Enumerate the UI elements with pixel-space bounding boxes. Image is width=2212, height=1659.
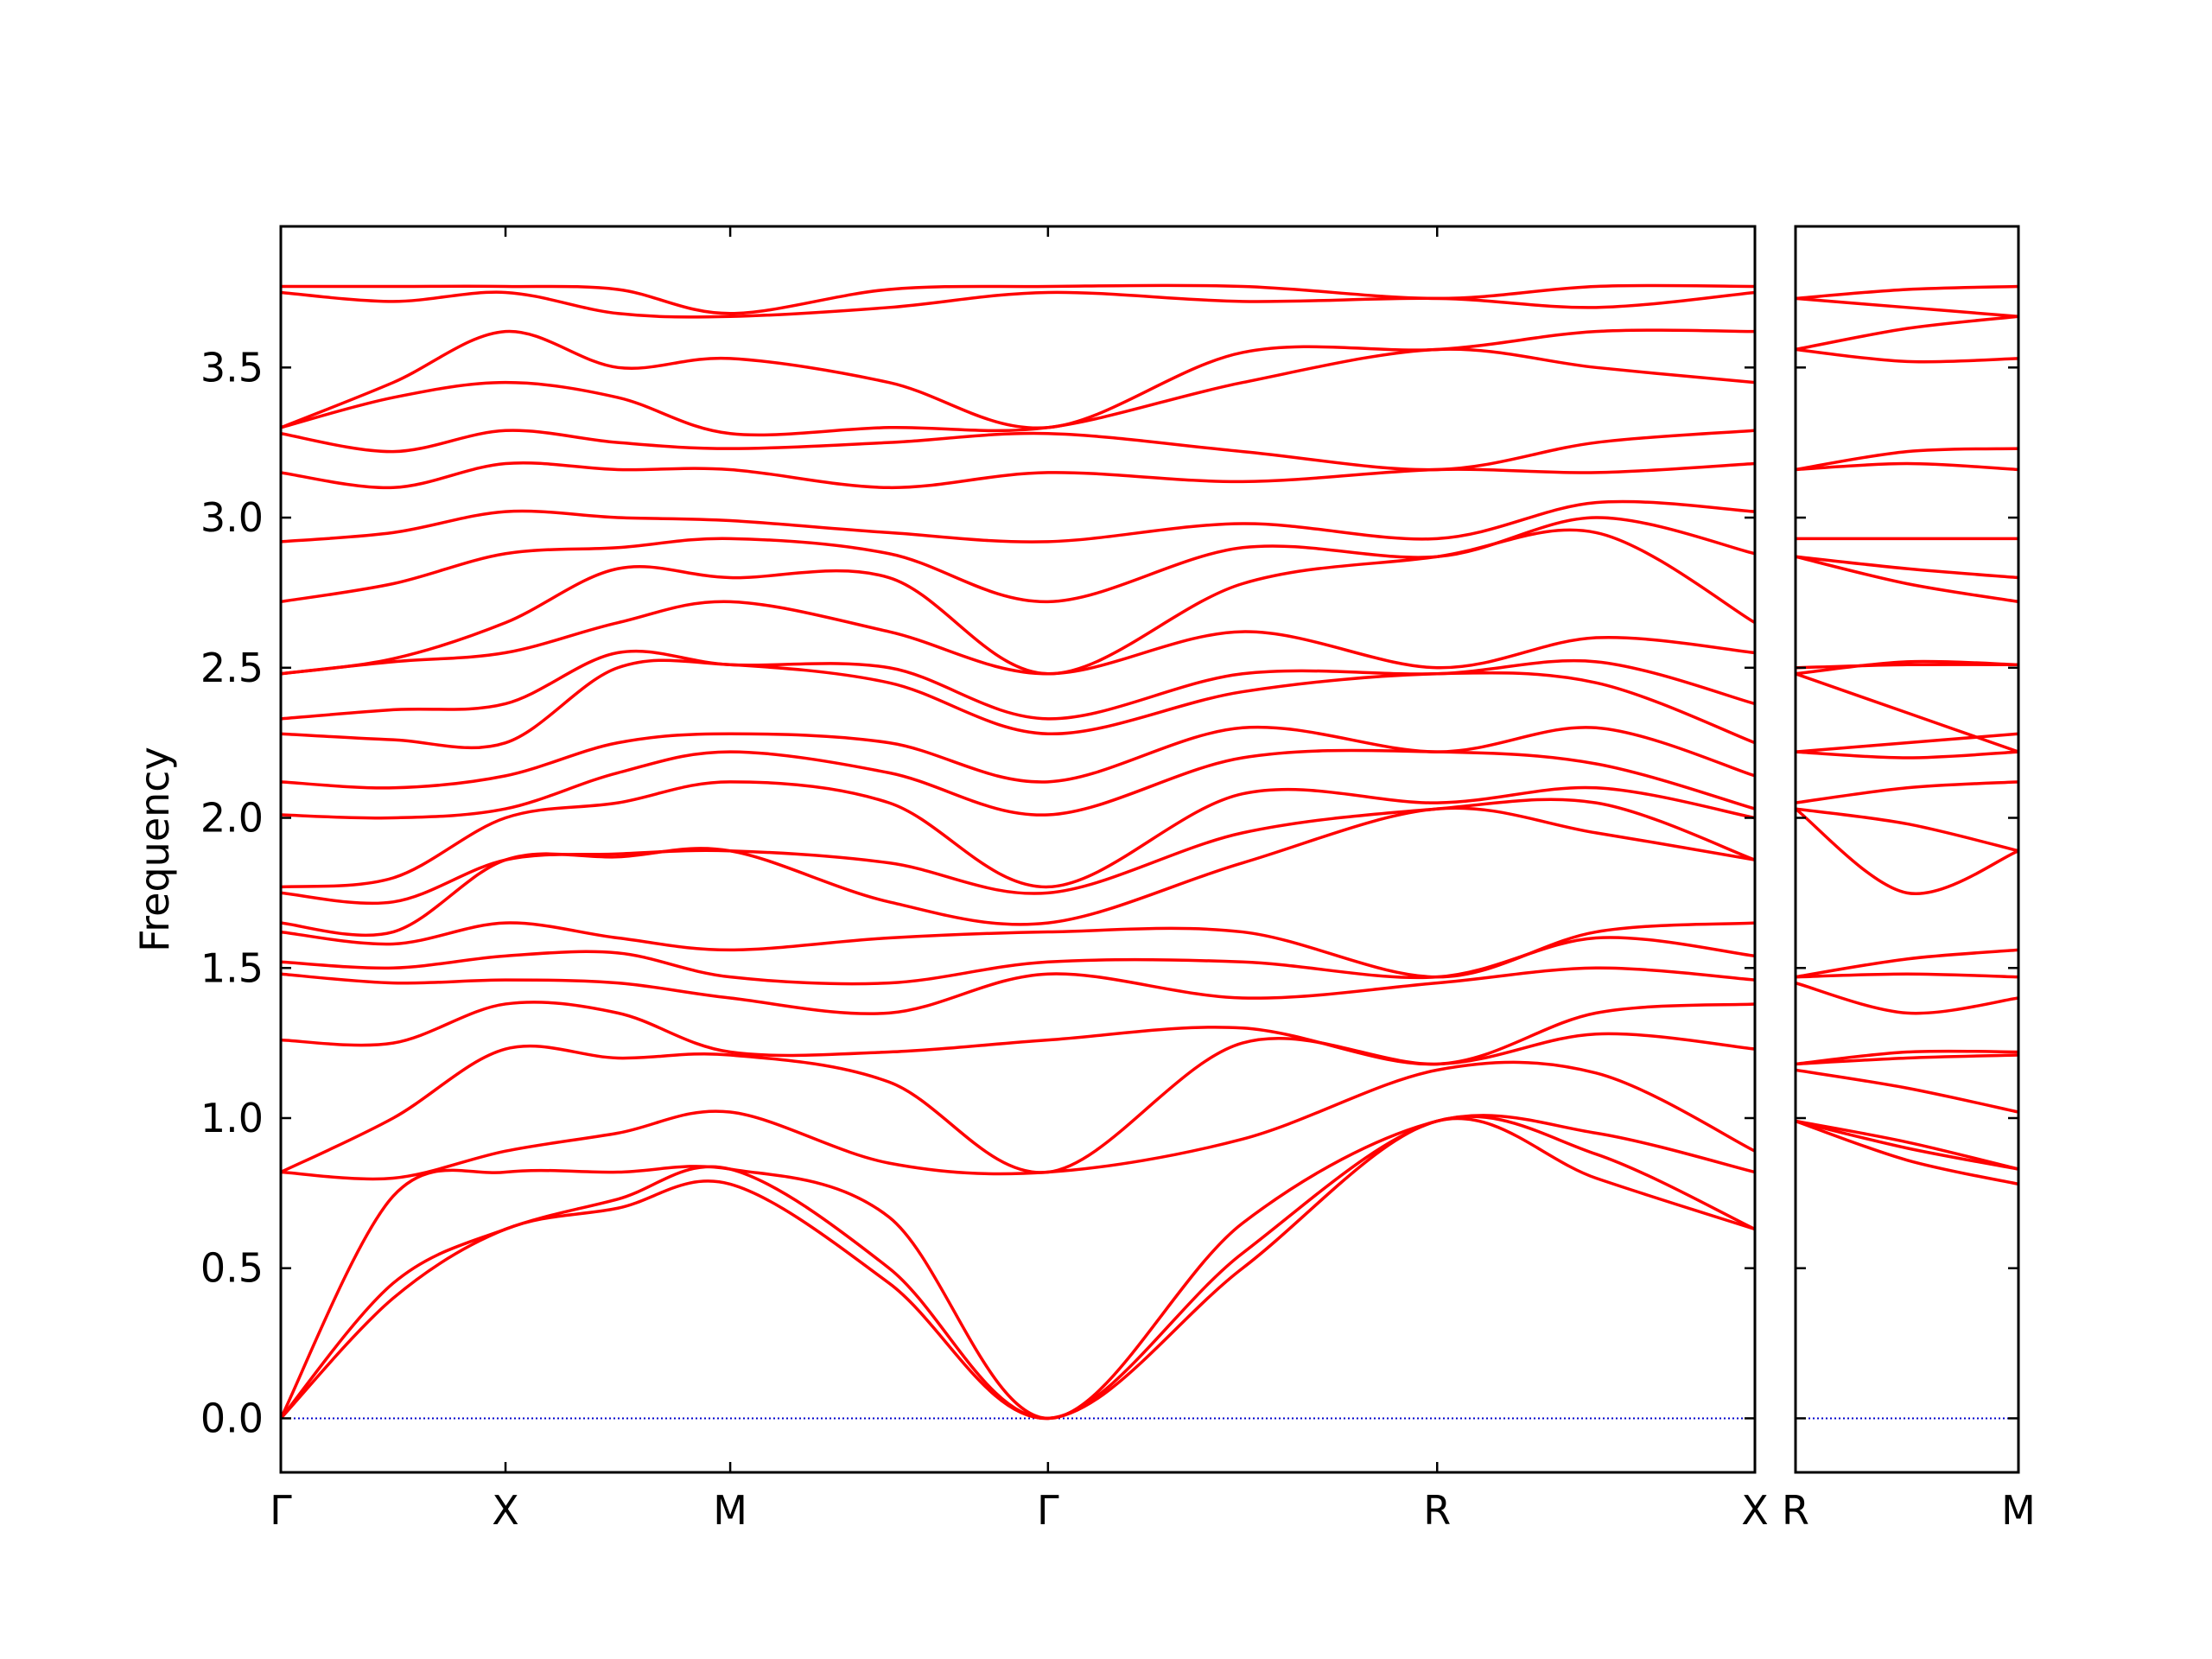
- band-line: [1796, 347, 2018, 364]
- x-tick-label: M: [713, 1487, 747, 1534]
- band-line: [1796, 447, 2018, 472]
- band-line: [281, 649, 1755, 721]
- band-line: [281, 748, 1755, 820]
- band-line: [281, 1116, 1755, 1421]
- band-line: [1796, 948, 2018, 979]
- band-line: [281, 725, 1755, 790]
- band-line: [1796, 555, 2018, 604]
- x-tick-label: R: [1782, 1487, 1809, 1534]
- band-line: [281, 1001, 1755, 1066]
- y-tick-label: 1.0: [200, 1095, 264, 1141]
- x-tick-label: X: [1741, 1487, 1769, 1534]
- band-line: [1796, 555, 2018, 580]
- band-line: [281, 290, 1755, 319]
- band-line: [281, 806, 1755, 938]
- y-tick-label: 2.5: [200, 645, 264, 691]
- band-line: [281, 347, 1755, 437]
- plot-area: [281, 283, 1755, 1421]
- band-line: [281, 921, 1755, 979]
- band-line: [1796, 296, 2018, 318]
- band-line: [281, 1060, 1755, 1181]
- band-line: [281, 283, 1755, 315]
- band-line: [281, 328, 1755, 430]
- axes-frame: [279, 225, 1757, 1474]
- band-line: [1796, 981, 2018, 1015]
- y-tick-label: 2.0: [200, 795, 264, 842]
- band-line: [1796, 1119, 2018, 1186]
- band-line: [1796, 1068, 2018, 1114]
- band-line: [1796, 780, 2018, 804]
- band-line: [281, 429, 1755, 472]
- band-line: [1796, 461, 2018, 472]
- x-tick-label: M: [2001, 1487, 2036, 1534]
- band-line: [281, 798, 1755, 906]
- band-line: [1796, 807, 2018, 896]
- band-line: [281, 600, 1755, 676]
- band-line: [1796, 972, 2018, 979]
- x-tick-label: X: [492, 1487, 519, 1534]
- x-tick-label: R: [1423, 1487, 1451, 1534]
- band-line: [1796, 1119, 2018, 1171]
- band-line: [281, 461, 1755, 490]
- band-line: [281, 658, 1755, 750]
- axes-frame: [1794, 225, 2020, 1474]
- plot-area: [1796, 284, 2018, 1420]
- band-line: [1796, 1053, 2018, 1066]
- y-tick-label: 1.5: [200, 944, 264, 991]
- band-line: [1796, 732, 2018, 753]
- band-line: [281, 966, 1755, 1015]
- x-tick-label: Γ: [270, 1487, 292, 1534]
- band-line: [1796, 750, 2018, 760]
- band-line: [281, 780, 1755, 889]
- y-axis-label: Frequency: [131, 747, 178, 952]
- band-line: [281, 1114, 1755, 1421]
- band-line: [281, 1032, 1755, 1174]
- y-tick-label: 0.0: [200, 1395, 264, 1441]
- band-line: [1796, 315, 2018, 352]
- x-tick-label: Γ: [1037, 1487, 1059, 1534]
- band-line: [1796, 1049, 2018, 1066]
- y-tick-label: 3.0: [200, 494, 264, 541]
- band-line: [1796, 1119, 2018, 1171]
- y-tick-label: 3.5: [200, 344, 264, 391]
- band-line: [281, 499, 1755, 543]
- band-line: [281, 516, 1755, 604]
- band-line: [1796, 663, 2018, 670]
- band-line: [1796, 672, 2018, 753]
- band-line: [1796, 284, 2018, 301]
- band-line: [281, 1115, 1755, 1421]
- band-line: [1796, 807, 2018, 853]
- y-tick-label: 0.5: [200, 1245, 264, 1292]
